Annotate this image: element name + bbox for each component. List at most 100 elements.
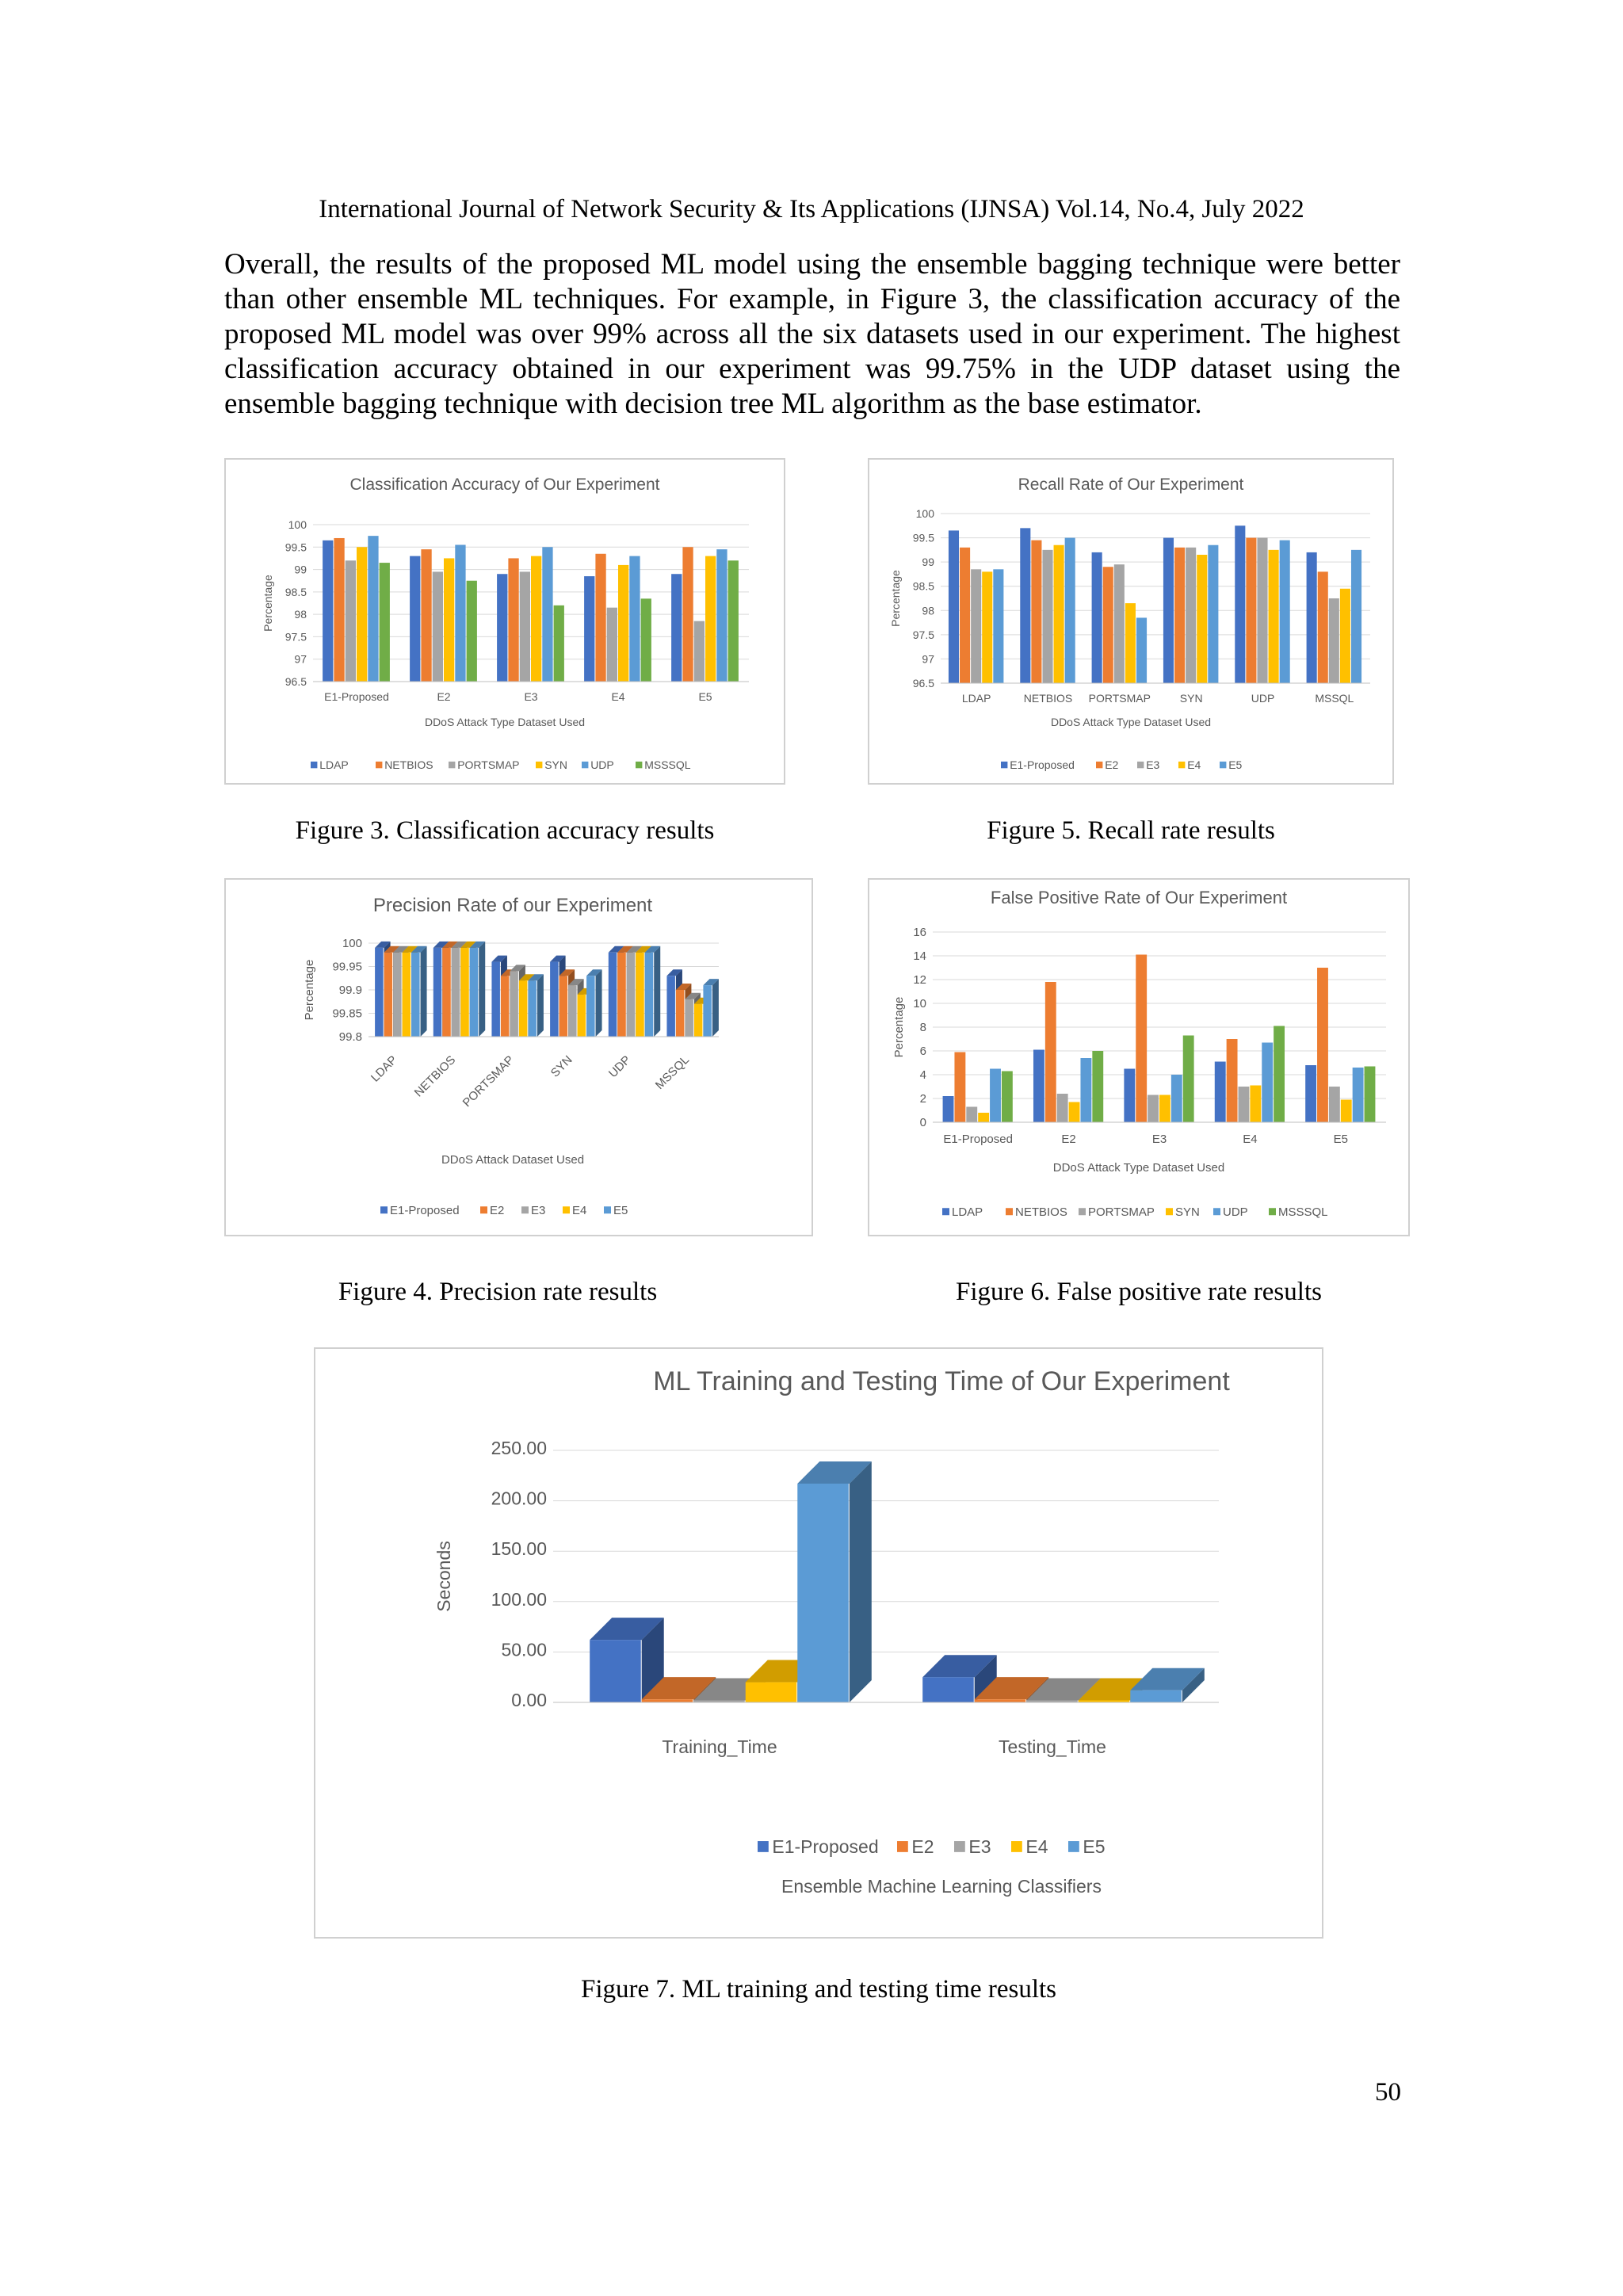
- legend-label: E4: [1187, 758, 1201, 771]
- bar: [368, 536, 379, 682]
- legend-label: UDP: [590, 758, 614, 771]
- legend-label: E5: [1083, 1836, 1105, 1857]
- bar: [1364, 1066, 1376, 1122]
- chart-title: False Positive Rate of Our Experiment: [991, 888, 1287, 907]
- bar: [577, 994, 586, 1037]
- bar: [682, 547, 693, 682]
- bar-top: [685, 992, 701, 999]
- legend: E1-Proposed E2 E3 E4 E5: [1001, 758, 1243, 771]
- legend-label: PORTSMAP: [1088, 1205, 1155, 1219]
- bar-side: [849, 1461, 872, 1702]
- bar: [379, 563, 390, 682]
- y-tick-label: 99.8: [339, 1030, 362, 1044]
- bar: [323, 540, 334, 682]
- category-label: UDP: [1251, 692, 1275, 705]
- bar: [1328, 1087, 1340, 1122]
- bar: [531, 556, 542, 682]
- bar: [629, 556, 640, 682]
- bar: [584, 576, 595, 682]
- legend: LDAP NETBIOS PORTSMAP SYN UDP MSSSQL: [942, 1205, 1328, 1219]
- legend-label: MSSSQL: [644, 758, 691, 771]
- chart-title: Recall Rate of Our Experiment: [1018, 476, 1244, 494]
- legend-swatch: [1006, 1208, 1013, 1216]
- y-tick-label: 4: [920, 1068, 926, 1082]
- bar: [1182, 1035, 1194, 1122]
- bar: [1317, 968, 1328, 1122]
- bar: [1238, 1087, 1250, 1122]
- figure-7-chart: ML Training and Testing Time of Our Expe…: [314, 1347, 1323, 1939]
- bar: [384, 952, 393, 1037]
- bar: [1159, 1095, 1170, 1122]
- y-tick-label: 50.00: [501, 1639, 547, 1660]
- bar: [442, 947, 451, 1037]
- y-tick-label: 99.5: [285, 541, 307, 553]
- bar: [1092, 1051, 1104, 1122]
- bar-side: [654, 946, 661, 1037]
- bar: [797, 1483, 849, 1702]
- legend-label: E4: [572, 1204, 586, 1217]
- bar-side: [974, 1655, 997, 1702]
- bar: [410, 556, 421, 682]
- legend-swatch: [536, 761, 543, 769]
- legend-swatch: [942, 1208, 949, 1216]
- legend-swatch: [376, 761, 383, 769]
- bar: [1352, 1068, 1364, 1122]
- category-label: E1-Proposed: [324, 690, 389, 703]
- category-label: Testing_Time: [999, 1736, 1106, 1757]
- bar-top: [797, 1461, 872, 1484]
- bar-top: [550, 955, 566, 962]
- bar: [1148, 1095, 1159, 1122]
- bar-top: [617, 946, 633, 953]
- bar: [993, 569, 1004, 683]
- bar: [745, 1682, 797, 1702]
- figure-4-chart: Precision Rate of our Experiment 100 99.95…: [224, 878, 813, 1236]
- bar: [1317, 571, 1328, 683]
- category-label: MSSQL: [1315, 692, 1354, 705]
- y-tick-label: 6: [920, 1045, 926, 1058]
- category-label: E4: [1243, 1133, 1257, 1146]
- bar: [1305, 1065, 1317, 1122]
- bar: [510, 971, 518, 1037]
- bar: [966, 1106, 978, 1122]
- bar: [1186, 547, 1197, 683]
- bar: [1214, 1061, 1226, 1122]
- bar: [500, 976, 510, 1037]
- bar-top: [590, 1618, 664, 1641]
- y-axis-label: Percentage: [892, 997, 906, 1058]
- chart-title: Classification Accuracy of Our Experimen…: [350, 476, 660, 494]
- bar: [618, 564, 629, 682]
- bar: [553, 605, 564, 682]
- bar: [693, 1700, 745, 1702]
- bar: [1125, 603, 1136, 683]
- bar-top: [636, 946, 651, 953]
- category-label: SYN: [548, 1053, 575, 1080]
- bar: [636, 952, 644, 1037]
- bar: [675, 990, 685, 1037]
- category-label: E5: [698, 690, 712, 703]
- legend-label: NETBIOS: [384, 758, 433, 771]
- legend-label: LDAP: [952, 1205, 983, 1219]
- legend-label: E2: [490, 1204, 504, 1217]
- bar: [1053, 544, 1064, 683]
- bar: [1068, 1102, 1080, 1122]
- bar: [519, 571, 530, 682]
- bar-top: [1130, 1668, 1205, 1690]
- y-tick-label: 100.00: [491, 1589, 547, 1610]
- bar: [1136, 617, 1148, 683]
- bar: [497, 574, 508, 682]
- bar: [1026, 1700, 1078, 1702]
- y-tick-label: 200.00: [491, 1488, 547, 1509]
- legend-swatch: [480, 1206, 487, 1214]
- bar: [1208, 544, 1219, 683]
- y-tick-label: 98: [922, 604, 934, 617]
- legend-label: LDAP: [319, 758, 349, 771]
- category-label: MSSQL: [653, 1053, 692, 1092]
- bar: [1020, 528, 1031, 683]
- bar: [590, 1640, 641, 1702]
- legend-label: E1-Proposed: [1010, 758, 1075, 771]
- y-tick-label: 99.9: [339, 984, 362, 997]
- chart-title: ML Training and Testing Time of Our Expe…: [653, 1366, 1230, 1396]
- category-label: E2: [437, 690, 450, 703]
- bar: [345, 560, 356, 682]
- chart-title: Precision Rate of our Experiment: [373, 895, 652, 916]
